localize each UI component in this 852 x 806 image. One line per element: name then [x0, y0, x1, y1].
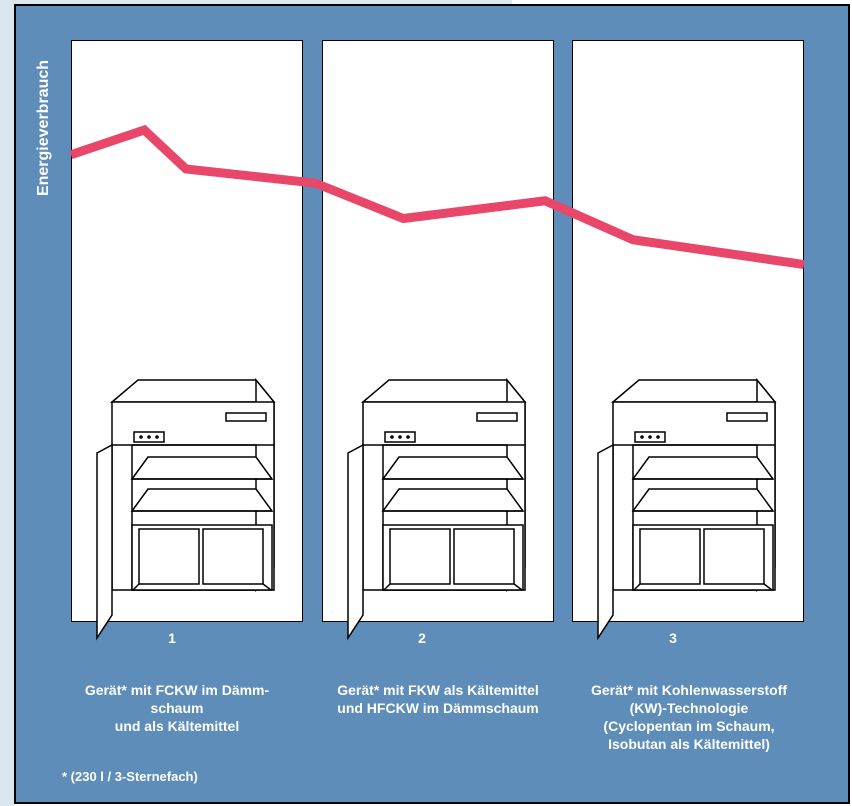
caption-2: Gerät* mit FKW als Kältemittel und HFCKW…: [337, 682, 539, 716]
footnote: * (230 l / 3-Sternefach): [62, 769, 198, 784]
fridge-illustrations: [96, 377, 777, 641]
caption-1: Gerät* mit FCKW im Dämm- schaum und als …: [84, 682, 270, 734]
column-number-1: 1: [168, 630, 176, 646]
energy-line-layer: [69, 124, 805, 269]
fridge-illustration-3: [597, 377, 777, 641]
column-number-3: 3: [669, 630, 677, 646]
frame-left-strip: [0, 0, 14, 806]
fridge-illustration-2: [347, 377, 527, 641]
fridge-illustration-1: [96, 377, 276, 641]
energy-consumption-line: [69, 124, 805, 269]
column-number-2: 2: [418, 630, 426, 646]
caption-3: Gerät* mit Kohlenwasserstoff (KW)-Techno…: [590, 682, 788, 752]
